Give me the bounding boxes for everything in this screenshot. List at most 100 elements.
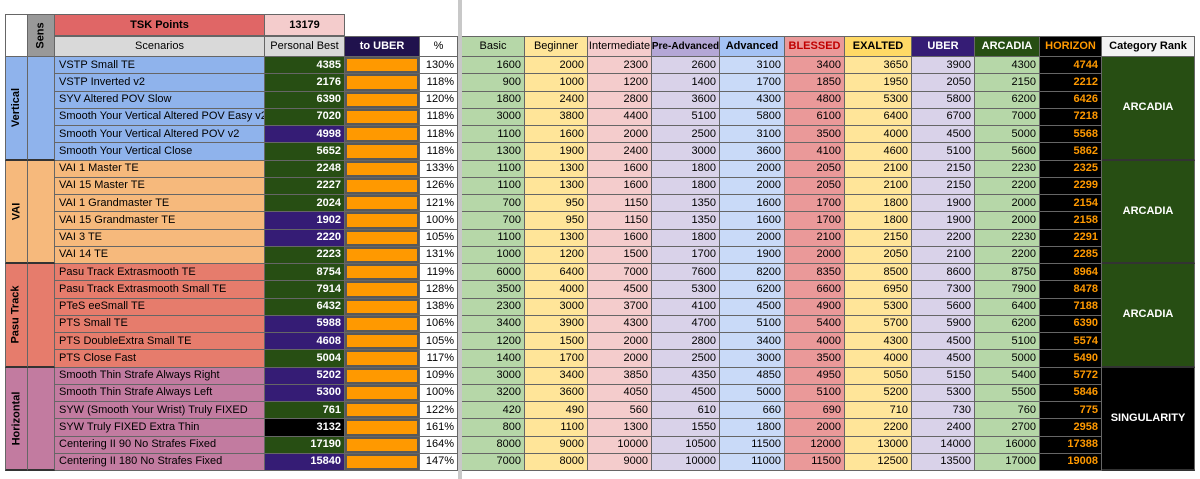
threshold: 7000 [462, 453, 525, 471]
threshold: 8200 [720, 264, 785, 282]
threshold: 610 [652, 402, 720, 420]
threshold: 2800 [652, 333, 720, 351]
threshold: 700 [462, 212, 525, 230]
progress-cell [345, 419, 420, 437]
column-header: Personal Best [265, 36, 345, 57]
progress-bar [347, 404, 417, 417]
threshold: 8500 [845, 264, 912, 282]
threshold: 17000 [975, 453, 1040, 471]
threshold: 3000 [525, 298, 588, 316]
progress-bar [347, 93, 417, 106]
threshold: 2050 [785, 160, 845, 178]
threshold: 2400 [912, 419, 975, 437]
threshold: 1350 [652, 195, 720, 213]
column-header: BLESSED [785, 36, 845, 57]
progress-bar [347, 369, 417, 382]
threshold: 3400 [785, 57, 845, 75]
percent: 118% [420, 126, 458, 144]
threshold: 2000 [785, 246, 845, 264]
personal-best: 4998 [265, 126, 345, 144]
threshold: 6390 [1040, 315, 1102, 333]
percent: 128% [420, 281, 458, 299]
threshold: 2200 [975, 246, 1040, 264]
personal-best: 5004 [265, 350, 345, 368]
personal-best: 5988 [265, 315, 345, 333]
sens-cell [28, 264, 55, 368]
threshold: 2800 [588, 91, 652, 109]
sens-cell [28, 57, 55, 161]
scenario: Smooth Your Vertical Close [55, 143, 265, 161]
threshold: 2600 [652, 57, 720, 75]
threshold: 1100 [462, 177, 525, 195]
progress-cell [345, 436, 420, 454]
threshold: 5800 [720, 108, 785, 126]
sens-cell [28, 367, 55, 471]
threshold: 1500 [588, 246, 652, 264]
group-label: Horizontal [5, 367, 28, 471]
threshold: 13500 [912, 453, 975, 471]
threshold: 1800 [845, 212, 912, 230]
percent: 100% [420, 212, 458, 230]
group-label: Pasu Track [5, 264, 28, 368]
threshold: 1700 [785, 212, 845, 230]
threshold: 7600 [652, 264, 720, 282]
scenario: VSTP Small TE [55, 57, 265, 75]
threshold: 1300 [525, 177, 588, 195]
threshold: 1950 [845, 74, 912, 92]
threshold: 4500 [912, 126, 975, 144]
scenario: Centering II 90 No Strafes Fixed [55, 436, 265, 454]
threshold: 4950 [785, 367, 845, 385]
threshold: 5300 [912, 384, 975, 402]
threshold: 2200 [912, 229, 975, 247]
threshold: 2158 [1040, 212, 1102, 230]
category-rank: ARCADIA [1102, 264, 1195, 368]
threshold: 2285 [1040, 246, 1102, 264]
group-label: VAI [5, 160, 28, 264]
threshold: 8750 [975, 264, 1040, 282]
threshold: 2154 [1040, 195, 1102, 213]
threshold: 5050 [845, 367, 912, 385]
scenario: Smooth Your Vertical Altered POV Easy v2 [55, 108, 265, 126]
threshold: 5100 [652, 108, 720, 126]
threshold: 1200 [462, 333, 525, 351]
threshold: 2000 [720, 160, 785, 178]
threshold: 5200 [845, 384, 912, 402]
threshold: 4850 [720, 367, 785, 385]
progress-bar [347, 76, 417, 89]
threshold: 1900 [525, 143, 588, 161]
threshold: 14000 [912, 436, 975, 454]
progress-bar [347, 283, 417, 296]
threshold: 2100 [845, 160, 912, 178]
scenario: Smooth Thin Strafe Always Left [55, 384, 265, 402]
personal-best: 2227 [265, 177, 345, 195]
threshold: 9000 [588, 453, 652, 471]
threshold: 3100 [720, 57, 785, 75]
threshold: 1100 [462, 229, 525, 247]
threshold: 4500 [720, 298, 785, 316]
progress-cell [345, 212, 420, 230]
column-header: ARCADIA [975, 36, 1040, 57]
threshold: 1800 [462, 91, 525, 109]
threshold: 2200 [845, 419, 912, 437]
threshold: 2300 [588, 57, 652, 75]
progress-cell [345, 160, 420, 178]
threshold: 3900 [525, 315, 588, 333]
progress-bar [347, 317, 417, 330]
threshold: 1800 [720, 419, 785, 437]
percent: 120% [420, 91, 458, 109]
threshold: 4500 [652, 384, 720, 402]
threshold: 4000 [845, 350, 912, 368]
threshold: 1100 [462, 126, 525, 144]
threshold: 1600 [525, 126, 588, 144]
threshold: 2000 [975, 212, 1040, 230]
category-rank: ARCADIA [1102, 57, 1195, 161]
threshold: 7218 [1040, 108, 1102, 126]
threshold: 7900 [975, 281, 1040, 299]
separator [458, 0, 462, 479]
threshold: 730 [912, 402, 975, 420]
progress-cell [345, 126, 420, 144]
personal-best: 15840 [265, 453, 345, 471]
personal-best: 2248 [265, 160, 345, 178]
threshold: 4500 [588, 281, 652, 299]
threshold: 1600 [588, 177, 652, 195]
